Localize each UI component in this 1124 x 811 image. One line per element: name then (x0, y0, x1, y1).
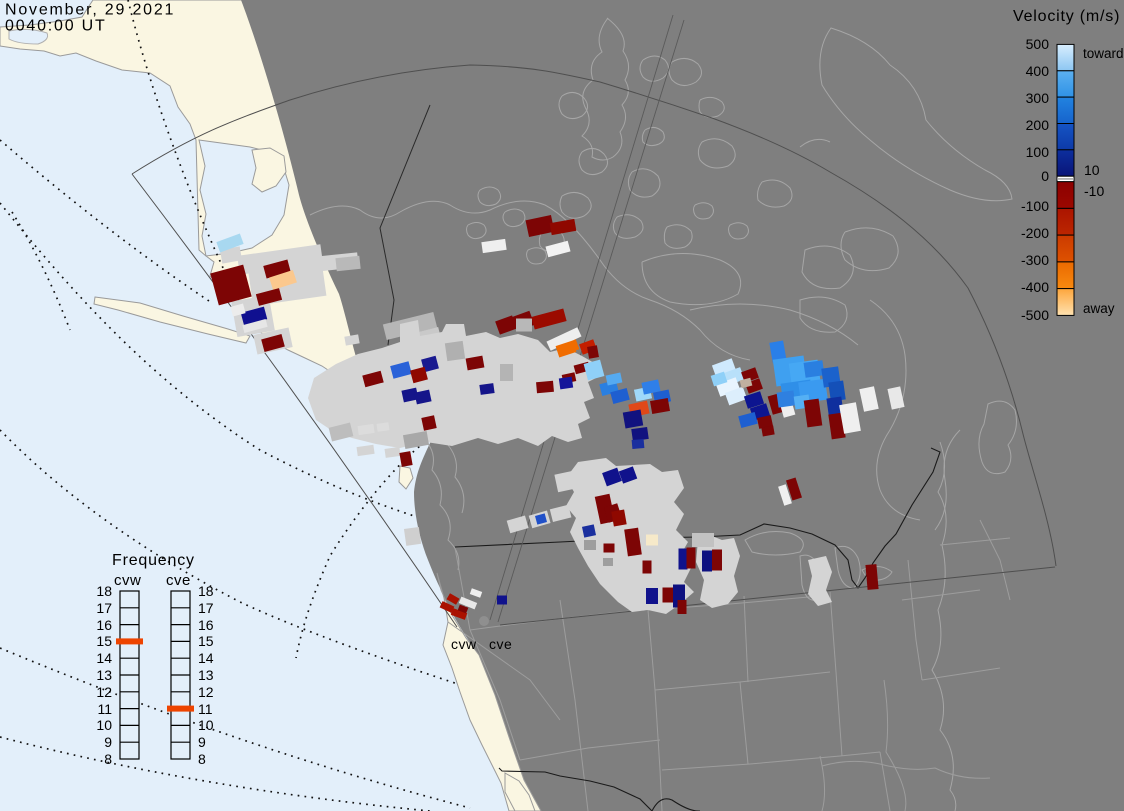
svg-text:16: 16 (198, 617, 214, 633)
svg-text:200: 200 (1026, 117, 1050, 133)
svg-text:12: 12 (96, 684, 112, 700)
svg-text:0040:00 UT: 0040:00 UT (5, 18, 107, 35)
svg-text:10: 10 (96, 717, 112, 733)
svg-text:10: 10 (198, 717, 214, 733)
svg-text:toward: toward (1083, 46, 1124, 61)
svg-text:400: 400 (1026, 63, 1050, 79)
svg-text:cvw: cvw (114, 572, 141, 589)
svg-text:15: 15 (198, 633, 214, 649)
svg-text:11: 11 (198, 701, 213, 717)
svg-text:-300: -300 (1021, 252, 1049, 268)
svg-text:away: away (1083, 301, 1115, 316)
svg-text:cvw: cvw (451, 636, 477, 652)
svg-text:15: 15 (96, 633, 112, 649)
svg-text:8: 8 (198, 751, 206, 767)
svg-text:18: 18 (198, 583, 214, 599)
svg-text:18: 18 (96, 583, 112, 599)
svg-text:16: 16 (96, 617, 112, 633)
svg-text:100: 100 (1026, 144, 1050, 160)
svg-text:cve: cve (166, 572, 191, 589)
svg-text:14: 14 (96, 650, 112, 666)
svg-text:9: 9 (104, 734, 112, 750)
svg-text:0: 0 (1041, 168, 1049, 184)
svg-text:-400: -400 (1021, 279, 1049, 295)
svg-text:-500: -500 (1021, 307, 1049, 323)
svg-text:500: 500 (1026, 36, 1050, 52)
svg-text:17: 17 (198, 600, 214, 616)
svg-text:14: 14 (198, 650, 214, 666)
svg-text:-100: -100 (1021, 198, 1049, 214)
svg-text:13: 13 (96, 667, 112, 683)
svg-text:9: 9 (198, 734, 206, 750)
svg-text:Frequency: Frequency (112, 552, 195, 569)
svg-text:17: 17 (96, 600, 112, 616)
svg-text:10: 10 (1084, 162, 1100, 178)
svg-text:300: 300 (1026, 90, 1050, 106)
svg-text:8: 8 (104, 751, 112, 767)
svg-text:11: 11 (97, 701, 112, 717)
svg-text:Velocity (m/s): Velocity (m/s) (1013, 8, 1120, 25)
svg-text:13: 13 (198, 667, 214, 683)
svg-text:-200: -200 (1021, 225, 1049, 241)
svg-text:cve: cve (489, 636, 512, 652)
svg-text:12: 12 (198, 684, 214, 700)
svg-text:November, 29 2021: November, 29 2021 (5, 2, 175, 19)
svg-text:-10: -10 (1084, 183, 1104, 199)
